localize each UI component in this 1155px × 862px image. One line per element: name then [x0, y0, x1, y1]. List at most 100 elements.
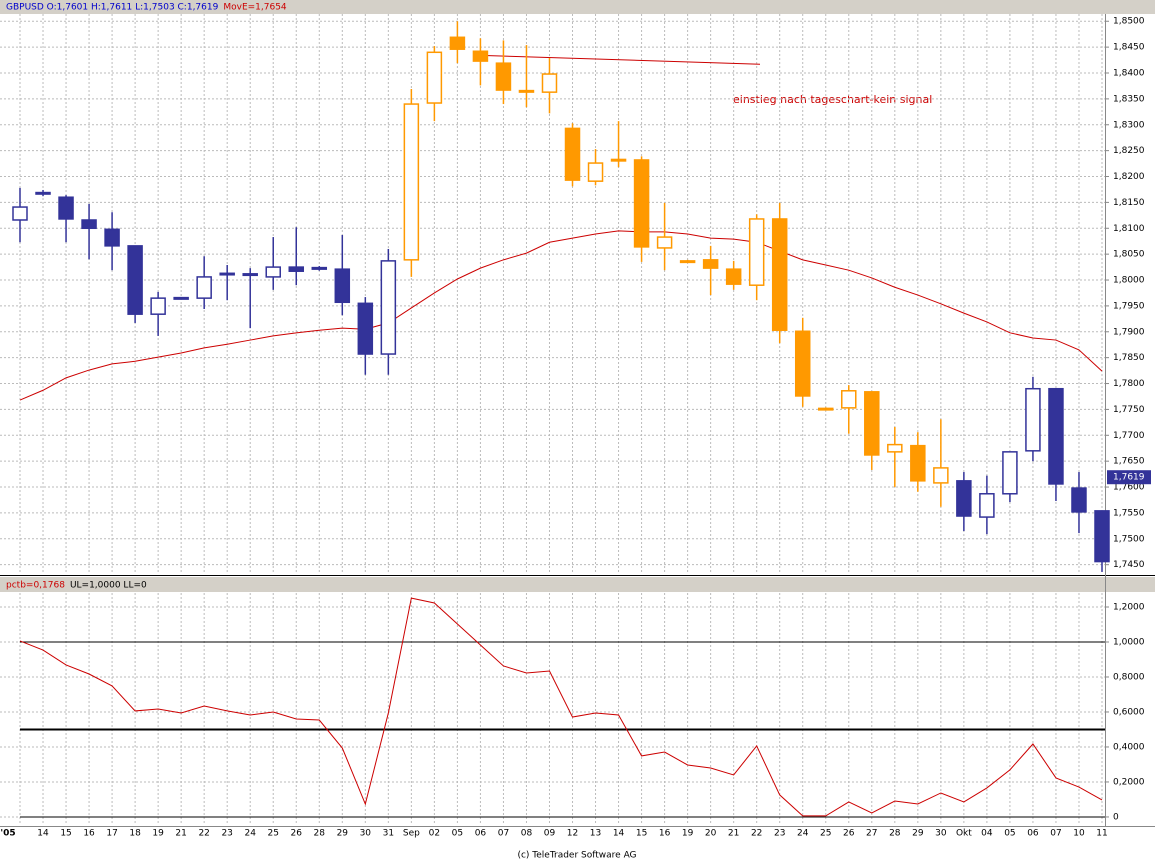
- plot-area: 0 0,2000 0,4000 0,6000 0,8000 1,0000 1,2000: [0, 593, 1145, 825]
- x-tick-label: 26: [843, 829, 855, 839]
- last-price-label: 1,7619: [1113, 473, 1145, 483]
- moving-average: [19, 230, 1103, 401]
- plot-area: 1,7450 1,7500 1,7550 1,7600 1,7650 1,7700 1,77…: [0, 14, 1151, 574]
- candle-body: [380, 260, 397, 355]
- y-tick-label: 1,0000: [1113, 637, 1145, 647]
- x-tick-label: 11: [1096, 829, 1107, 839]
- candle-body: [311, 266, 328, 270]
- candle-body: [334, 268, 351, 304]
- y-tick-label: 1,8000: [1113, 276, 1145, 286]
- x-tick-label: 07: [1050, 829, 1061, 839]
- candle-body: [288, 266, 305, 272]
- y-tick-label: 1,8100: [1113, 224, 1145, 234]
- x-tick-label: 13: [590, 829, 601, 839]
- y-tick-label: 1,8250: [1113, 146, 1145, 156]
- panel-header: GBPUSD O:1,7601 H:1,7611 L:1,7503 C:1,76…: [6, 3, 219, 13]
- x-tick-label: 16: [83, 829, 95, 839]
- x-tick-label: 28: [889, 829, 901, 839]
- candle-body: [794, 330, 811, 397]
- x-tick-label: 17: [106, 829, 117, 839]
- candle-body: [196, 276, 212, 299]
- x-tick-label: 09: [544, 829, 556, 839]
- candle-body: [35, 191, 51, 195]
- candle-body: [564, 127, 581, 181]
- candle-body: [1025, 387, 1041, 452]
- x-tick-label: 20: [705, 829, 717, 839]
- x-tick-label: Okt: [956, 829, 972, 839]
- y-tick-label: 1,7850: [1113, 353, 1145, 363]
- y-tick-label: 1,8050: [1113, 250, 1145, 260]
- y-tick-label: 1,7800: [1113, 379, 1145, 389]
- x-tick-label: 24: [797, 829, 809, 839]
- x-tick-label: 21: [728, 829, 739, 839]
- y-tick-label: 1,8500: [1113, 17, 1145, 27]
- y-tick-label: 0,8000: [1113, 672, 1145, 682]
- footer: (c) TeleTrader Software AG: [517, 851, 636, 861]
- y-tick-label: 0,2000: [1113, 777, 1145, 787]
- x-tick-label: 06: [1027, 829, 1039, 839]
- y-tick-label: 1,7450: [1113, 560, 1145, 570]
- x-tick-label: 28: [314, 829, 326, 839]
- y-tick-label: 1,8200: [1113, 172, 1145, 182]
- x-tick-label: 25: [268, 829, 279, 839]
- x-tick-label: 05: [1004, 829, 1015, 839]
- candle-body: [1094, 510, 1110, 563]
- y-tick-label: 1,8350: [1113, 94, 1145, 104]
- y-tick-label: 1,8150: [1113, 198, 1145, 208]
- y-tick-label: 0: [1113, 812, 1119, 822]
- x-tick-label: 27: [866, 829, 877, 839]
- x-tick-label: 07: [498, 829, 509, 839]
- y-tick-label: 1,7750: [1113, 405, 1145, 415]
- candle-body: [817, 407, 834, 411]
- x-tick-label: 25: [820, 829, 831, 839]
- x-tick-label: 24: [244, 829, 256, 839]
- y-tick-label: 0,4000: [1113, 742, 1145, 752]
- candle-body: [472, 50, 489, 62]
- candle-body: [864, 391, 880, 456]
- candle-body: [81, 219, 97, 230]
- x-tick-label: 23: [221, 829, 232, 839]
- y-tick-label: 1,8300: [1113, 120, 1145, 130]
- last-price-box: [1107, 470, 1151, 485]
- y-tick-label: 1,2000: [1113, 602, 1145, 612]
- x-tick-label: 30: [935, 829, 947, 839]
- y-tick-label: 1,7500: [1113, 534, 1145, 544]
- x-tick-label: 23: [774, 829, 785, 839]
- x-tick-label: 04: [981, 829, 993, 839]
- candle-body: [702, 259, 719, 269]
- x-tick-label: 29: [337, 829, 349, 839]
- candle-body: [1048, 387, 1064, 485]
- candle-body: [219, 272, 235, 276]
- x-tick-label: 14: [37, 829, 49, 839]
- x-tick-label: 12: [567, 829, 578, 839]
- y-tick-label: 1,7950: [1113, 301, 1145, 311]
- candle-body: [841, 390, 857, 409]
- y-tick-label: 1,7700: [1113, 431, 1145, 441]
- candle-body: [725, 268, 742, 285]
- y-tick-label: 1,8450: [1113, 43, 1145, 53]
- candle-body: [910, 444, 926, 482]
- candle-body: [58, 196, 74, 220]
- candle-body: [887, 443, 903, 453]
- x-tick-label: 10: [1073, 829, 1085, 839]
- candle-body: [518, 89, 535, 93]
- x-tick-label: 14: [613, 829, 625, 839]
- x-tick-label: Sep: [403, 829, 420, 839]
- x-tick-label: 06: [475, 829, 487, 839]
- candle-body: [104, 228, 120, 247]
- candle-body: [610, 158, 627, 162]
- candle-body: [979, 493, 995, 518]
- candle-body: [956, 480, 972, 517]
- y-tick-label: 1,7550: [1113, 508, 1145, 518]
- x-tick-label: 15: [636, 829, 647, 839]
- x-tick-label: 05: [452, 829, 463, 839]
- candle-body: [426, 51, 443, 104]
- candle-body: [1071, 487, 1087, 513]
- candle-body: [357, 302, 374, 355]
- x-tick-label: 02: [429, 829, 440, 839]
- panel-header-limits: UL=1,0000 LL=0: [70, 581, 147, 591]
- candle-body: [495, 62, 512, 91]
- x-tick-label: 31: [383, 829, 394, 839]
- x-tick-label: 21: [175, 829, 186, 839]
